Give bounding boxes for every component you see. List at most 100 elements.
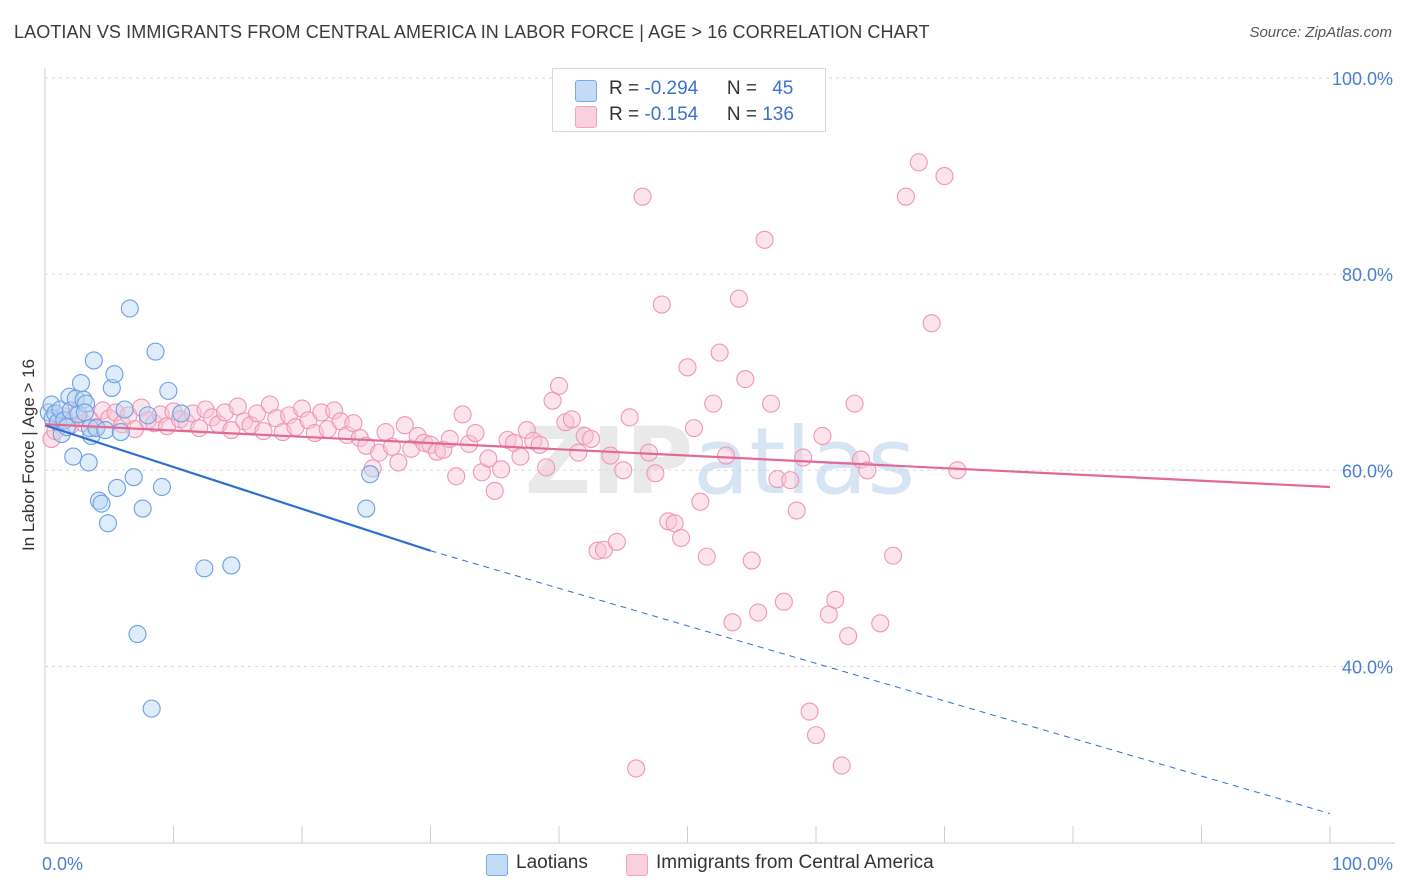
bottom-legend-swatch-laotians	[486, 854, 508, 876]
central-america-point	[292, 399, 312, 418]
axes	[44, 68, 1395, 844]
central-america-point	[697, 547, 716, 566]
stats-legend: R = -0.294 N = 45 R = -0.154 N = 136	[552, 68, 826, 132]
laotians-point	[79, 453, 98, 472]
central-america-point	[517, 421, 536, 440]
central-america-point	[447, 467, 466, 486]
laotians-point	[138, 406, 157, 425]
legend-swatch-laotians	[575, 80, 597, 102]
x-tick-label: 100.0%	[1332, 854, 1393, 874]
y-tick-label: 40.0%	[1342, 657, 1393, 677]
central-america-point	[710, 343, 729, 362]
central-america-point	[806, 726, 826, 745]
central-america-point	[761, 394, 781, 413]
central-america-point	[839, 627, 858, 646]
laotians-point	[75, 403, 94, 422]
legend-r-value: -0.294	[644, 78, 699, 99]
chart-title: LAOTIAN VS IMMIGRANTS FROM CENTRAL AMERI…	[14, 22, 930, 42]
central-america-point	[832, 756, 851, 775]
central-america-point	[453, 405, 472, 424]
laotians-point	[111, 423, 130, 442]
central-america-point	[768, 470, 787, 489]
central-america-point	[582, 429, 601, 448]
legend-r-label: R =	[609, 78, 645, 99]
central-america-point	[659, 512, 678, 531]
central-america-point	[614, 461, 633, 480]
central-america-point	[652, 295, 671, 314]
central-america-point	[813, 426, 832, 446]
central-america-point	[704, 394, 723, 413]
trend-lines	[44, 423, 1331, 815]
laotians-point	[159, 381, 178, 400]
legend-r-value: -0.154	[644, 104, 699, 125]
central-america-point	[871, 614, 890, 633]
central-america-point	[691, 492, 710, 511]
central-america-point	[826, 590, 845, 609]
legend-n-value: 136	[762, 104, 794, 125]
y-tick-label: 100.0%	[1332, 69, 1393, 89]
bottom-legend-swatch-central-america	[626, 854, 648, 876]
grid-lines	[45, 77, 1395, 667]
laotians-point	[60, 387, 79, 406]
laotians-point	[128, 625, 147, 644]
central-america-point	[247, 404, 267, 423]
central-america-point	[800, 702, 819, 721]
central-america-point	[492, 460, 511, 479]
central-america-point	[607, 532, 626, 551]
central-america-point	[948, 461, 967, 480]
x-tick-label: 0.0%	[42, 854, 83, 874]
central-america-point	[774, 592, 793, 611]
central-america-point	[395, 416, 414, 435]
central-america-point	[884, 546, 903, 565]
laotians-point	[115, 400, 134, 419]
central-america-point	[485, 481, 504, 500]
central-america-point	[684, 419, 703, 438]
laotians-point	[89, 491, 109, 510]
laotians-point	[96, 421, 115, 440]
bottom-legend-label-central-america: Immigrants from Central America	[656, 852, 934, 873]
central-america-point	[627, 759, 646, 778]
central-america-point	[382, 437, 402, 456]
laotians-point	[152, 477, 171, 497]
central-america-point	[633, 187, 652, 206]
laotians-point	[172, 404, 191, 423]
laotians-point	[64, 447, 83, 466]
legend-n-label: N =	[726, 104, 763, 125]
laotians-trend-extension	[430, 550, 1331, 815]
laotians-point	[195, 559, 214, 578]
central-america-point	[601, 446, 620, 465]
laotians-point	[142, 699, 161, 718]
central-america-point	[781, 471, 800, 490]
laotians-point	[124, 468, 143, 487]
central-america-point	[729, 289, 748, 308]
y-axis-label: In Labor Force | Age > 16	[19, 359, 38, 551]
central-america-point	[569, 443, 588, 462]
legend-r-label: R =	[609, 104, 645, 125]
laotians-point	[357, 499, 376, 518]
central-america-point	[537, 458, 556, 477]
laotians-point	[105, 365, 124, 384]
y-tick-label: 60.0%	[1342, 461, 1393, 481]
laotians-point	[71, 373, 91, 393]
central-america-point	[935, 167, 954, 186]
central-america-point	[755, 230, 774, 249]
legend-n-value: 45	[772, 78, 794, 99]
laotians-point	[146, 342, 165, 361]
source-label: Source: ZipAtlas.com	[1249, 24, 1392, 41]
central-america-point	[562, 410, 581, 429]
central-america-point	[794, 448, 813, 467]
central-america-point	[858, 461, 877, 480]
laotians-point	[361, 465, 380, 484]
laotians-point	[84, 351, 103, 370]
series-laotians-points	[39, 299, 380, 718]
central-america-trend-line	[44, 423, 1331, 489]
central-america-point	[896, 187, 916, 206]
central-america-point	[620, 408, 639, 427]
central-america-point	[787, 501, 806, 520]
central-america-point	[389, 453, 408, 472]
laotians-point	[92, 494, 111, 513]
laotians-point	[98, 514, 118, 533]
central-america-point	[922, 314, 941, 333]
laotians-trend-line	[44, 424, 431, 552]
